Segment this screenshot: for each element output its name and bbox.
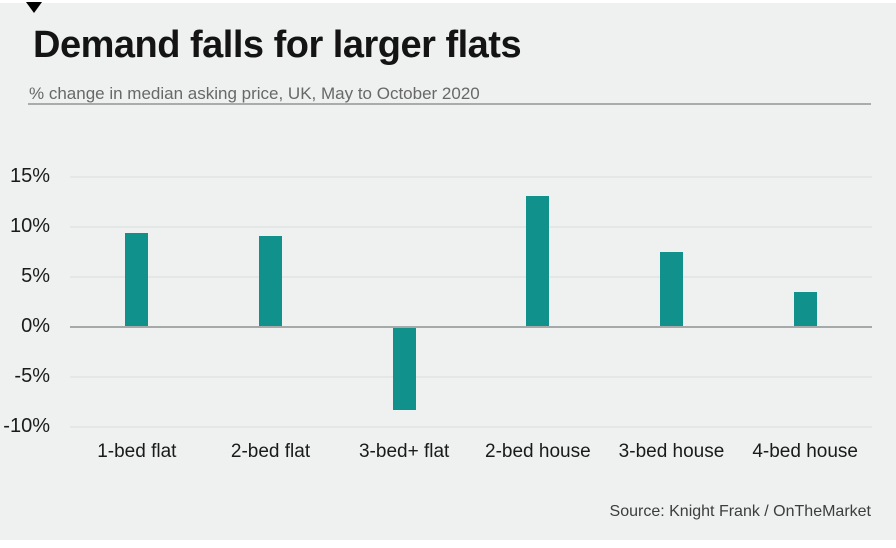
y-axis-tick-label: 0% (21, 315, 50, 337)
y-axis-tick-label: 5% (21, 265, 50, 287)
bar-1-bed-flat (125, 233, 149, 327)
x-axis-category-label: 3-bed house (618, 441, 725, 462)
y-axis-tick-label: 15% (9, 165, 50, 187)
y-axis-tick-label: 10% (9, 215, 50, 237)
x-axis-category-label: 2-bed flat (230, 441, 311, 462)
bar-3-bed-flat (392, 327, 416, 410)
chart-panel-background (0, 3, 896, 540)
bar-2-bed-house (526, 196, 550, 327)
gridline (70, 376, 872, 378)
bar-4-bed-house (793, 292, 817, 327)
bar-2-bed-flat (259, 236, 282, 327)
x-axis-category-label: 3-bed+ flat (358, 441, 450, 462)
y-axis-tick-label: -5% (14, 365, 50, 387)
x-axis-category-label: 2-bed house (485, 441, 591, 462)
chart-subtitle: % change in median asking price, UK, May… (29, 84, 480, 103)
source-note: Source: Knight Frank / OnTheMarket (609, 503, 871, 520)
chart-title: Demand falls for larger flats (33, 24, 522, 66)
zero-axis-line (70, 326, 872, 328)
x-axis-category-label: 1-bed flat (97, 441, 177, 462)
bar-3-bed-house (660, 252, 683, 327)
gridline (70, 226, 872, 228)
header-divider (28, 103, 871, 105)
gridline (70, 176, 872, 178)
down-triangle-icon (26, 2, 42, 13)
gridline (70, 276, 872, 278)
x-axis-category-label: 4-bed house (752, 441, 858, 462)
y-axis-tick-label: -10% (3, 415, 50, 437)
gridline (70, 426, 872, 428)
